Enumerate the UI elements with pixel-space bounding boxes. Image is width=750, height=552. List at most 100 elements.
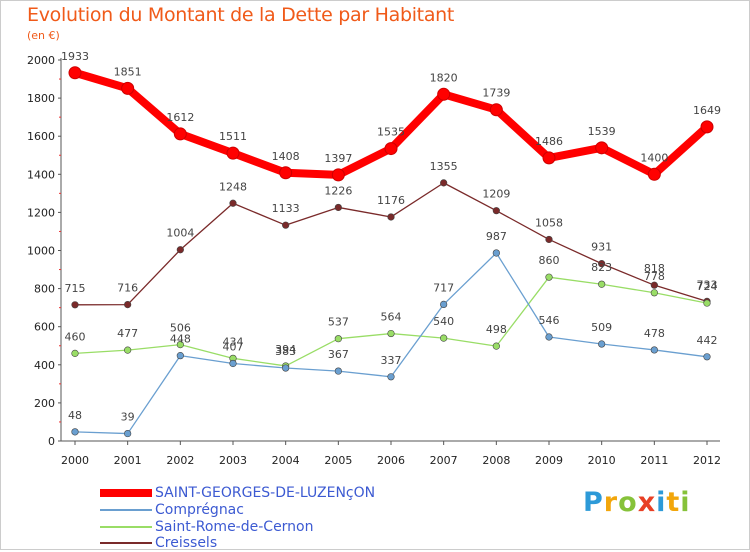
x-tick-label: 2000 — [61, 454, 89, 467]
data-point — [176, 246, 184, 254]
data-label: 1400 — [640, 151, 668, 164]
data-label: 818 — [644, 262, 665, 275]
logo-letter: t — [666, 487, 681, 518]
data-point — [387, 213, 395, 221]
x-tick-label: 2009 — [535, 454, 563, 467]
data-label: 477 — [117, 327, 138, 340]
data-point — [124, 346, 132, 354]
data-point — [229, 199, 237, 207]
data-point — [176, 341, 184, 349]
data-point — [700, 120, 714, 134]
data-point — [387, 329, 395, 338]
data-point — [384, 142, 398, 156]
data-point — [282, 364, 290, 372]
data-label: 39 — [121, 411, 135, 424]
data-point — [545, 273, 553, 281]
data-label: 823 — [591, 261, 612, 274]
y-tick-label: 1400 — [27, 168, 55, 181]
data-point — [124, 301, 132, 309]
x-tick-label: 2007 — [430, 454, 458, 467]
data-label: 394 — [275, 343, 296, 356]
data-label: 1355 — [430, 160, 458, 173]
data-label: 1133 — [272, 202, 300, 215]
x-tick-label: 2010 — [588, 454, 616, 467]
y-tick-label: 1600 — [27, 130, 55, 143]
data-label: 778 — [644, 270, 665, 283]
data-point — [121, 81, 135, 95]
legend-item: Saint-Rome-de-Cernon — [100, 518, 314, 536]
x-tick-label: 2011 — [640, 454, 668, 467]
data-label: 460 — [65, 330, 86, 343]
data-point — [334, 203, 342, 212]
data-label: 715 — [65, 282, 86, 295]
data-point — [440, 334, 448, 342]
data-point — [71, 349, 79, 357]
data-label: 442 — [697, 334, 718, 347]
data-label: 1933 — [61, 50, 89, 63]
data-label: 1612 — [166, 111, 194, 124]
x-tick-label: 2004 — [272, 454, 300, 467]
data-point — [124, 429, 132, 438]
legend-swatch — [100, 489, 152, 497]
y-tick-label: 1200 — [27, 206, 55, 219]
data-label: 1539 — [588, 125, 616, 138]
data-point — [229, 359, 237, 368]
chart-subtitle: (en €) — [27, 29, 60, 42]
data-point — [598, 260, 606, 268]
data-label: 1176 — [377, 194, 405, 207]
data-label: 987 — [486, 230, 507, 243]
data-label: 1408 — [272, 150, 300, 163]
data-label: 407 — [223, 340, 244, 353]
data-point — [279, 166, 293, 180]
data-label: 337 — [381, 354, 402, 367]
data-point — [545, 235, 553, 244]
legend-swatch — [100, 509, 152, 511]
x-tick-label: 2008 — [482, 454, 510, 467]
y-tick-label: 200 — [34, 397, 55, 410]
data-label: 564 — [381, 311, 402, 324]
data-label: 1058 — [535, 216, 563, 229]
legend-item: Comprégnac — [100, 501, 244, 519]
logo-letter: x — [637, 487, 657, 518]
legend-item: SAINT-GEORGES-DE-LUZENçON — [100, 484, 375, 502]
data-label: 509 — [591, 321, 612, 334]
data-point — [492, 207, 500, 215]
data-point — [545, 333, 553, 341]
data-label: 367 — [328, 348, 349, 361]
x-tick-label: 2001 — [114, 454, 142, 467]
data-point — [703, 299, 711, 307]
data-label: 1511 — [219, 130, 247, 143]
data-point — [542, 151, 556, 165]
y-tick-label: 1000 — [27, 245, 55, 258]
logo-letter: o — [618, 487, 638, 518]
data-label: 546 — [539, 314, 560, 327]
data-point — [598, 340, 606, 348]
data-label: 1248 — [219, 180, 247, 193]
data-point — [492, 342, 500, 350]
data-label: 931 — [591, 241, 612, 254]
data-label: 434 — [223, 335, 244, 348]
data-point — [489, 103, 503, 117]
data-label: 1739 — [482, 87, 510, 100]
data-point — [440, 300, 448, 309]
legend-swatch — [100, 542, 152, 544]
logo-letter: i — [680, 487, 691, 518]
y-tick-label: 2000 — [27, 54, 55, 67]
y-tick-label: 400 — [34, 359, 55, 372]
data-label: 537 — [328, 316, 349, 329]
data-label: 716 — [117, 282, 138, 295]
data-point — [492, 249, 500, 257]
data-label: 1226 — [324, 184, 352, 197]
x-tick-label: 2002 — [166, 454, 194, 467]
data-label: 1397 — [324, 152, 352, 165]
data-label: 733 — [697, 278, 718, 291]
data-point — [437, 87, 451, 101]
data-label: 498 — [486, 323, 507, 336]
data-label: 1535 — [377, 126, 405, 139]
data-label: 448 — [170, 333, 191, 346]
data-point — [703, 353, 711, 361]
data-point — [173, 127, 187, 141]
data-point — [71, 428, 79, 436]
y-tick-label: 600 — [34, 321, 55, 334]
